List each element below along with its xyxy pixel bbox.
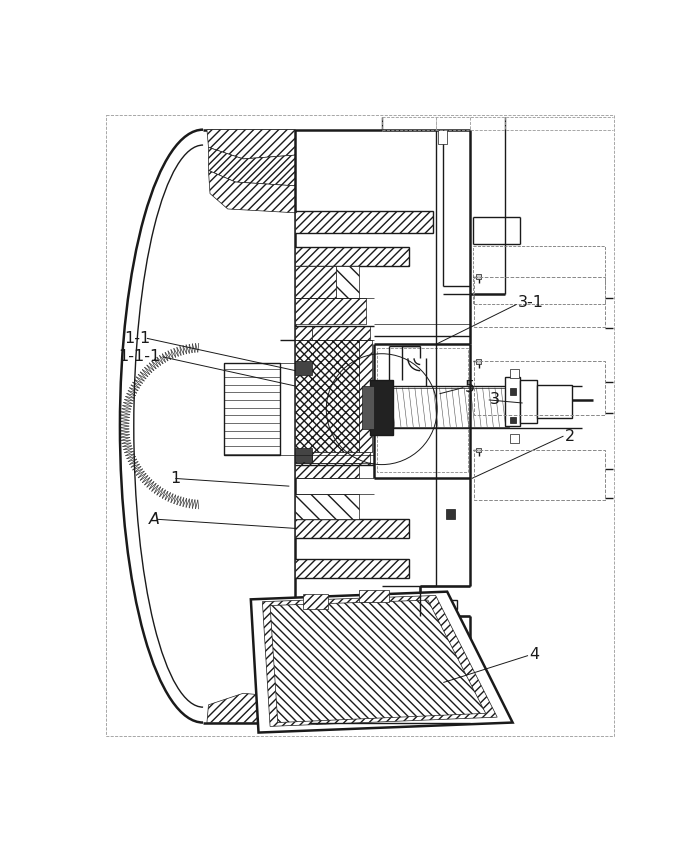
- Bar: [477, 359, 481, 363]
- Bar: [520, 380, 538, 423]
- Bar: [477, 275, 481, 279]
- Bar: [296, 212, 433, 233]
- Bar: [510, 416, 517, 423]
- Bar: [446, 509, 455, 518]
- Bar: [296, 519, 410, 538]
- Bar: [474, 362, 605, 416]
- Bar: [312, 326, 370, 340]
- Polygon shape: [296, 266, 336, 298]
- Bar: [296, 326, 312, 464]
- Text: 1: 1: [170, 471, 180, 486]
- Text: A: A: [149, 512, 160, 527]
- Bar: [377, 347, 468, 472]
- Text: 3: 3: [490, 393, 500, 407]
- Bar: [510, 369, 519, 379]
- Text: 3-1: 3-1: [518, 295, 544, 310]
- Polygon shape: [308, 600, 457, 609]
- Polygon shape: [296, 494, 359, 519]
- Polygon shape: [208, 170, 296, 212]
- Polygon shape: [207, 693, 296, 722]
- Polygon shape: [207, 130, 296, 159]
- Bar: [474, 277, 605, 327]
- Polygon shape: [296, 463, 359, 479]
- Text: 1-1-1: 1-1-1: [118, 349, 161, 364]
- Text: 4: 4: [530, 647, 540, 662]
- Polygon shape: [262, 595, 497, 727]
- Bar: [363, 386, 374, 429]
- Polygon shape: [251, 592, 512, 733]
- Polygon shape: [296, 340, 359, 452]
- Bar: [477, 448, 481, 453]
- Polygon shape: [208, 148, 296, 185]
- Polygon shape: [296, 298, 366, 325]
- Bar: [224, 363, 280, 455]
- Polygon shape: [303, 594, 328, 609]
- Bar: [473, 246, 605, 303]
- Bar: [296, 559, 410, 577]
- Bar: [359, 340, 373, 452]
- Bar: [296, 448, 312, 461]
- Bar: [312, 452, 370, 465]
- Bar: [296, 361, 312, 374]
- Polygon shape: [336, 266, 359, 298]
- Bar: [370, 380, 394, 435]
- Polygon shape: [359, 590, 389, 602]
- Polygon shape: [270, 600, 486, 722]
- Bar: [538, 384, 572, 418]
- Text: 1-1: 1-1: [124, 330, 150, 346]
- Bar: [296, 248, 410, 266]
- Bar: [474, 450, 605, 500]
- Text: 2: 2: [565, 428, 575, 443]
- Text: 5: 5: [465, 380, 475, 395]
- Bar: [510, 434, 519, 443]
- Bar: [510, 389, 517, 395]
- Bar: [438, 130, 447, 143]
- Bar: [378, 388, 509, 427]
- Bar: [505, 377, 520, 426]
